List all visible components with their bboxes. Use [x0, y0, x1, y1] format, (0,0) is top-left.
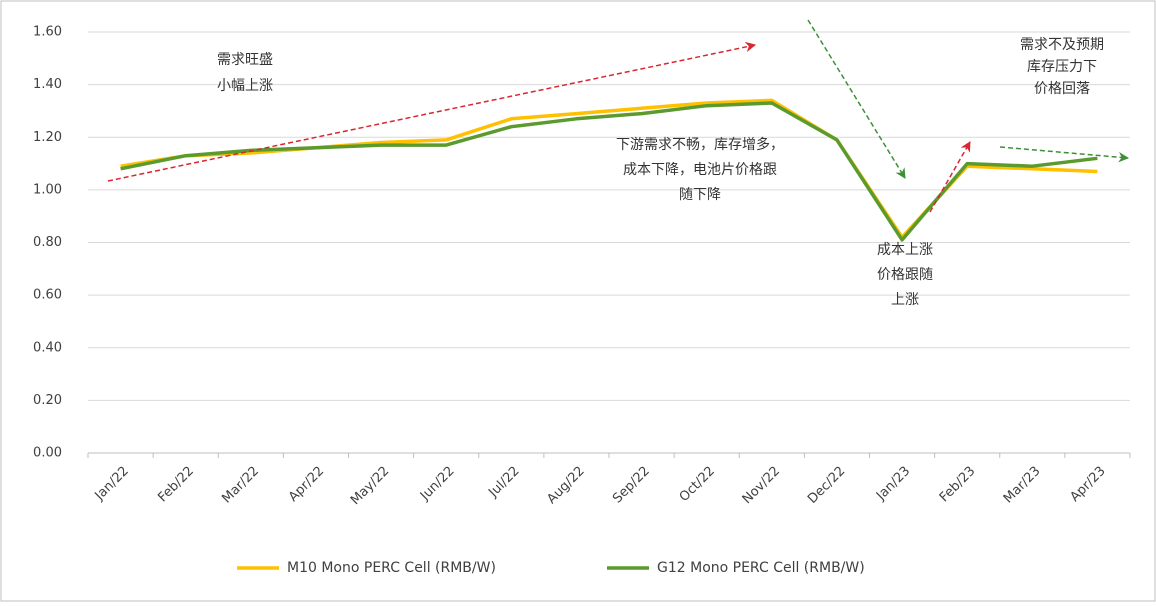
x-tick-label: Jan/23 [873, 464, 913, 504]
x-tick-label: Jan/22 [92, 464, 132, 504]
y-tick-label: 1.40 [33, 77, 62, 92]
x-tick-label: May/22 [348, 464, 392, 508]
arrow [807, 19, 906, 179]
x-tick-label: Aug/22 [544, 464, 587, 507]
legend-label: G12 Mono PERC Cell (RMB/W) [657, 560, 865, 576]
series-line [120, 98, 1098, 239]
annotation: 小幅上涨 [217, 78, 273, 94]
x-tick-label: Dec/22 [805, 464, 848, 507]
arrow [107, 41, 757, 182]
x-tick-label: Nov/22 [740, 464, 783, 507]
y-tick-label: 1.20 [33, 130, 62, 145]
annotation: 随下降 [679, 187, 721, 203]
x-tick-label: Oct/22 [677, 464, 718, 505]
y-tick-label: 0.40 [33, 340, 62, 355]
x-tick-label: Jul/22 [485, 464, 522, 501]
trend-arrows [107, 19, 1130, 213]
annotation: 上涨 [891, 292, 919, 308]
x-tick-label: Feb/22 [155, 464, 197, 506]
x-tick-label: Apr/22 [286, 464, 327, 505]
arrow [929, 141, 971, 213]
y-tick-label: 0.60 [33, 288, 62, 303]
x-tick-label: Sep/22 [610, 464, 653, 507]
x-tick-label: Mar/23 [1001, 464, 1044, 507]
y-tick-label: 1.00 [33, 182, 62, 197]
annotation: 需求旺盛 [217, 52, 273, 68]
x-tick-label: Apr/23 [1067, 464, 1108, 505]
x-tick-label: Mar/22 [219, 464, 262, 507]
series-line [120, 101, 1098, 242]
y-tick-label: 1.60 [33, 25, 62, 40]
y-tick-label: 0.80 [33, 235, 62, 250]
y-tick-label: 0.00 [33, 446, 62, 461]
annotation: 价格跟随 [877, 267, 933, 283]
legend-label: M10 Mono PERC Cell (RMB/W) [287, 560, 496, 576]
annotation: 库存压力下 [1027, 59, 1097, 75]
annotation: 价格回落 [1034, 81, 1090, 97]
arrow [999, 146, 1130, 163]
x-tick-label: Feb/23 [937, 464, 979, 506]
annotation: 需求不及预期 [1020, 37, 1104, 53]
annotation: 下游需求不畅，库存增多， [616, 136, 784, 153]
y-tick-label: 0.20 [33, 393, 62, 408]
annotation: 成本上涨 [877, 242, 933, 258]
annotation: 成本下降，电池片价格跟 [623, 162, 777, 178]
x-tick-label: Jun/22 [417, 464, 457, 504]
plot: 0.00 0.20 0.40 0.60 0.80 1.00 1.20 1.40 1.60 Jan/… [33, 25, 1131, 508]
